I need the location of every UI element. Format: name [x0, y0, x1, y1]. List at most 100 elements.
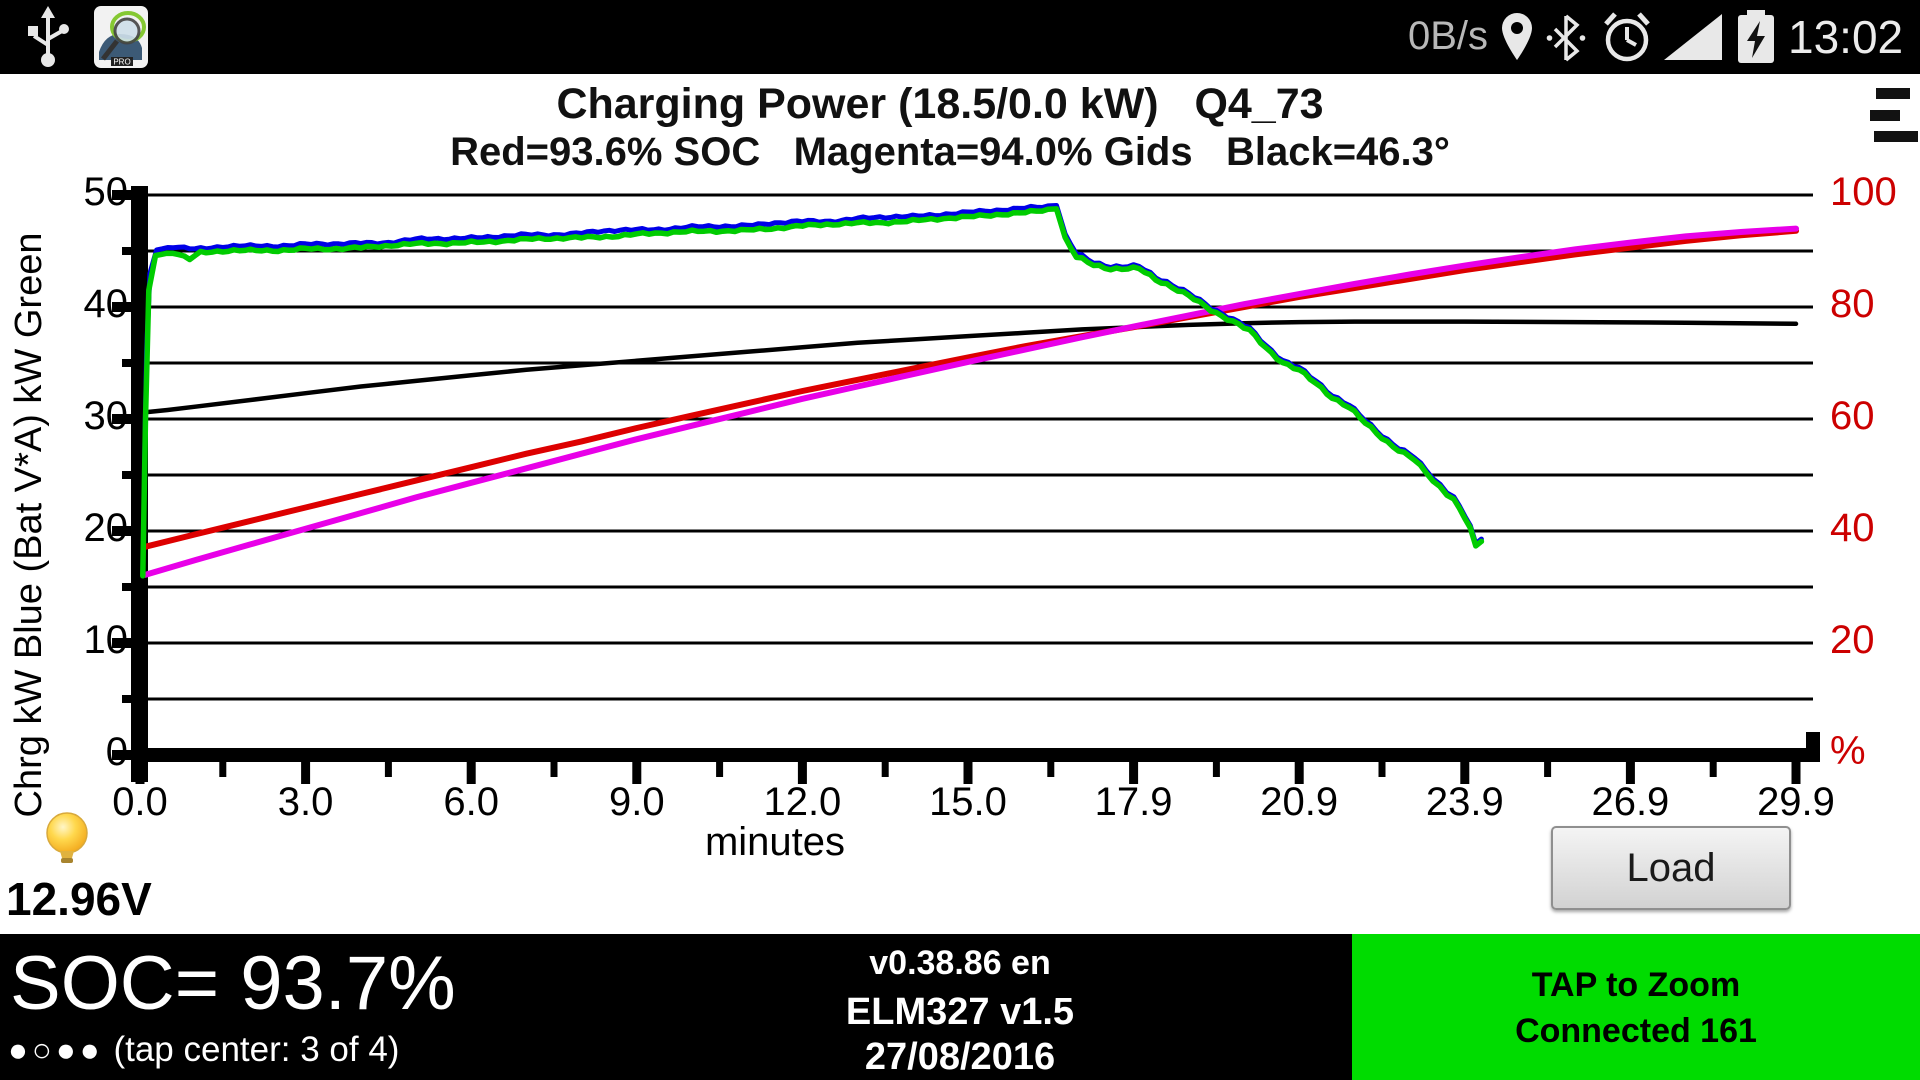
y-axis-label-right: 60 [1830, 394, 1875, 438]
x-minor-tick [550, 762, 558, 777]
x-minor-tick [1047, 762, 1055, 777]
page-dots: ●○●● [8, 1031, 104, 1068]
y-tick [112, 414, 148, 424]
status-bar: PRO 0B/s 13:02 [0, 0, 1920, 74]
page-indicator[interactable]: ●○●● (tap center: 3 of 4) [8, 1030, 399, 1070]
version-info: v0.38.86 en ELM327 v1.5 27/08/2016 [760, 944, 1160, 1079]
x-minor-tick [219, 762, 227, 777]
y-tick [122, 247, 148, 255]
clock-time: 13:02 [1788, 11, 1904, 63]
x-axis-tick-label: 23.9 [1425, 780, 1504, 824]
axis-corner [1806, 732, 1820, 760]
zoom-hint: TAP to Zoom [1531, 966, 1741, 1004]
x-tick [301, 762, 311, 784]
y-tick [122, 359, 148, 367]
y-tick [112, 190, 148, 200]
x-axis-tick-label: 20.9 [1260, 780, 1339, 824]
x-axis-tick-label: 9.0 [608, 780, 665, 824]
y-axis-label-right: 40 [1830, 506, 1875, 550]
bluetooth-icon [1546, 14, 1586, 62]
usb-icon [28, 6, 69, 67]
y-axis-label-right: 80 [1830, 282, 1875, 326]
y-tick [112, 750, 148, 760]
x-tick [1294, 762, 1304, 784]
soc-value: SOC= 93.7% [10, 941, 456, 1026]
gridline [148, 697, 1813, 701]
y-axis-label-left: 50 [83, 170, 129, 214]
svg-text:PRO: PRO [113, 58, 130, 67]
signal-icon [1664, 14, 1722, 60]
x-axis-line [131, 748, 1820, 762]
gridline [148, 249, 1813, 253]
x-tick [797, 762, 807, 784]
x-tick [466, 762, 476, 784]
network-speed: 0B/s [1407, 14, 1488, 58]
x-minor-tick [1378, 762, 1386, 777]
gridline [148, 193, 1813, 197]
y-axis-unit-right: % [1830, 729, 1866, 773]
x-axis-tick-label: 15.0 [929, 780, 1007, 824]
y-axis-label-left: 0 [105, 730, 128, 774]
x-tick [963, 762, 973, 784]
series-(Bat V*A) kW (Green) [140, 206, 1485, 579]
y-tick [112, 638, 148, 648]
series-Temp (Black) [143, 319, 1799, 415]
location-icon [1502, 13, 1532, 60]
x-axis-title: minutes [704, 820, 846, 864]
y-axis-label-left: 30 [83, 394, 129, 438]
battery-charging-icon [1738, 10, 1774, 63]
log-date: 27/08/2016 [864, 1036, 1056, 1078]
x-tick [1460, 762, 1470, 784]
y-axis-title-left: Chrg kW Blue (Bat V*A) kW Green [8, 232, 50, 818]
x-minor-tick [1212, 762, 1220, 777]
app-icon: PRO [94, 6, 148, 68]
app-version: v0.38.86 en [869, 944, 1051, 982]
x-axis-tick-label: 17.9 [1094, 780, 1173, 824]
page-title: Charging Power (18.5/0.0 kW) Q4_73 [556, 80, 1324, 128]
x-axis-tick-label: 26.9 [1591, 780, 1670, 824]
y-tick [112, 302, 148, 312]
gridline [148, 305, 1813, 309]
page-hint: (tap center: 3 of 4) [103, 1030, 400, 1069]
x-minor-tick [716, 762, 724, 777]
y-axis-line [131, 186, 148, 782]
x-tick [135, 762, 145, 784]
x-axis-tick-label: 3.0 [277, 780, 334, 824]
y-tick [122, 471, 148, 479]
load-button[interactable]: Load [1551, 826, 1791, 910]
y-axis-label-right: 100 [1830, 170, 1897, 214]
x-minor-tick [1544, 762, 1552, 777]
y-tick [122, 695, 148, 703]
x-axis-tick-label: 29.9 [1757, 780, 1835, 824]
y-tick [112, 526, 148, 536]
x-tick [1625, 762, 1635, 784]
x-tick [1129, 762, 1139, 784]
y-axis-label-left: 20 [83, 506, 129, 550]
gridline [148, 417, 1813, 421]
gridline [148, 585, 1813, 589]
gridline [148, 473, 1813, 477]
x-axis-tick-label: 6.0 [443, 780, 499, 824]
y-axis-label-right: 20 [1830, 618, 1875, 662]
y-axis-label-left: 10 [83, 618, 129, 662]
series-Gids % (Magenta) [142, 225, 1799, 578]
battery-voltage: 12.96V [6, 873, 152, 925]
x-tick [1791, 762, 1801, 784]
hamburger-menu-icon[interactable] [1862, 84, 1918, 150]
chart-legend-text: Red=93.6% SOC Magenta=94.0% Gids Black=4… [450, 130, 1450, 174]
x-minor-tick [1709, 762, 1717, 777]
gridline [148, 529, 1813, 533]
x-axis-tick-label: 12.0 [763, 780, 842, 824]
series-Chrg kW (Blue) [141, 203, 1484, 547]
alarm-icon [1604, 12, 1650, 62]
y-axis-label-left: 40 [83, 282, 129, 326]
x-minor-tick [384, 762, 392, 777]
series-SOC % (Red) [142, 227, 1799, 550]
bulb-icon[interactable] [44, 808, 90, 874]
adapter-version: ELM327 v1.5 [845, 991, 1075, 1033]
x-minor-tick [881, 762, 889, 777]
connection-status-panel[interactable]: TAP to Zoom Connected 161 [1352, 934, 1920, 1080]
connection-status: Connected 161 [1515, 1012, 1757, 1050]
gridline [148, 361, 1813, 365]
